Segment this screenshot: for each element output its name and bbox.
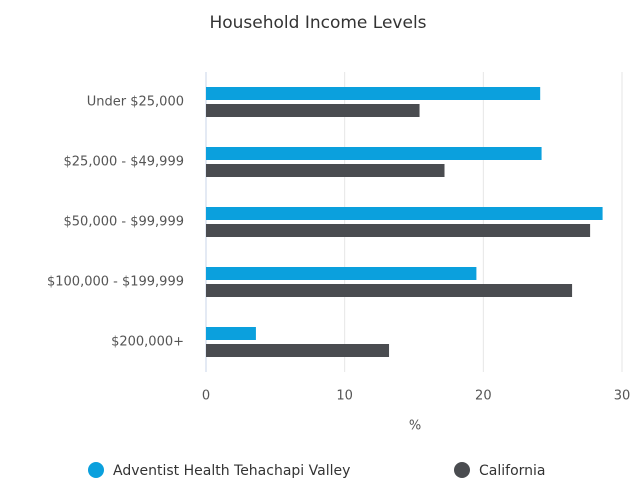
x-tick-label: 20 bbox=[475, 389, 492, 404]
y-tick-label: $25,000 - $49,999 bbox=[64, 155, 184, 170]
legend-label: California bbox=[479, 463, 545, 479]
bar bbox=[206, 164, 445, 177]
bar bbox=[206, 207, 603, 220]
bar bbox=[206, 284, 573, 297]
bar bbox=[206, 87, 541, 100]
legend-swatch bbox=[88, 462, 104, 478]
y-tick-label: $200,000+ bbox=[111, 335, 184, 350]
x-tick-label: 10 bbox=[336, 389, 353, 404]
legend-label: Adventist Health Tehachapi Valley bbox=[113, 463, 350, 479]
bar bbox=[206, 224, 591, 237]
y-tick-label: $50,000 - $99,999 bbox=[64, 215, 184, 230]
bar bbox=[206, 267, 477, 280]
legend-swatch bbox=[454, 462, 470, 478]
y-tick-label: Under $25,000 bbox=[87, 95, 184, 110]
chart-title: Household Income Levels bbox=[209, 13, 426, 33]
bar bbox=[206, 327, 256, 340]
bar bbox=[206, 344, 390, 357]
x-tick-label: 30 bbox=[614, 389, 631, 404]
bar bbox=[206, 147, 542, 160]
bar bbox=[206, 104, 420, 117]
x-tick-label: 0 bbox=[202, 389, 210, 404]
x-axis-label: % bbox=[409, 419, 421, 434]
y-tick-label: $100,000 - $199,999 bbox=[47, 275, 184, 290]
